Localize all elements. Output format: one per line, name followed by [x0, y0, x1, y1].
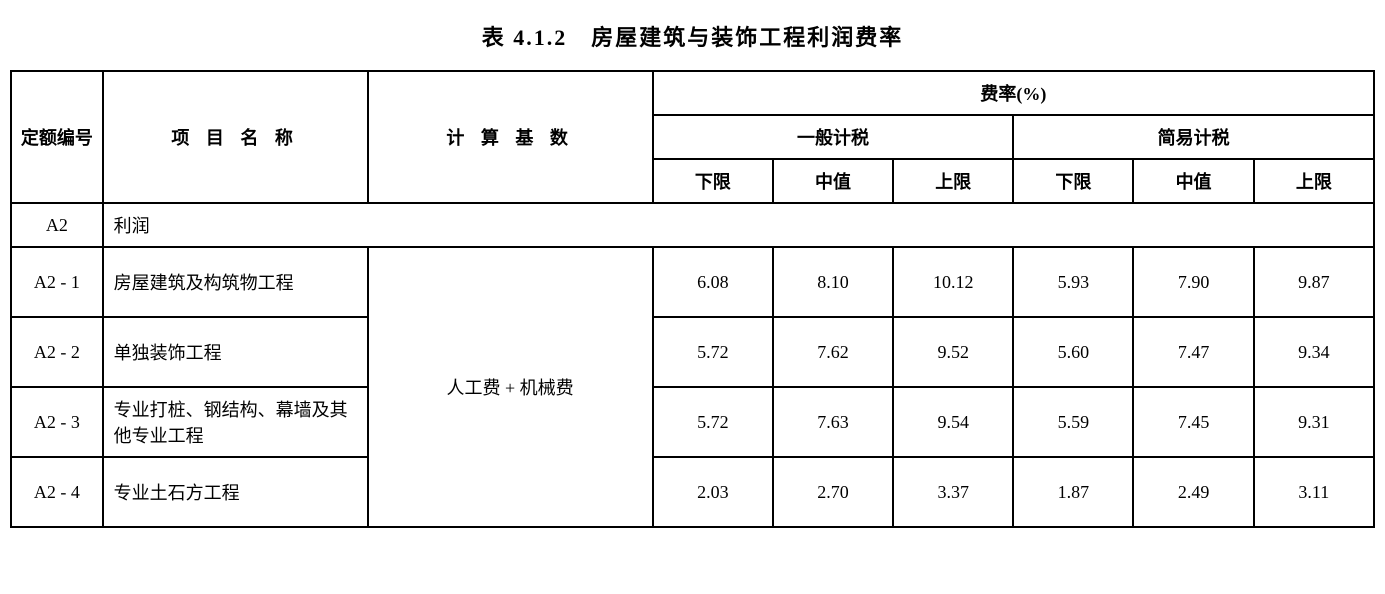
- header-middle-2: 中值: [1133, 159, 1253, 203]
- header-base: 计 算 基 数: [368, 71, 653, 203]
- cell-value: 1.87: [1013, 457, 1133, 527]
- cell-value: 7.90: [1133, 247, 1253, 317]
- row-name: 单独装饰工程: [103, 317, 368, 387]
- row-code: A2 - 2: [11, 317, 103, 387]
- row-name: 专业打桩、钢结构、幕墙及其他专业工程: [103, 387, 368, 457]
- row-name: 房屋建筑及构筑物工程: [103, 247, 368, 317]
- cell-value: 9.87: [1254, 247, 1374, 317]
- cell-value: 3.37: [893, 457, 1013, 527]
- header-upper-2: 上限: [1254, 159, 1374, 203]
- header-lower-2: 下限: [1013, 159, 1133, 203]
- cell-value: 5.72: [653, 387, 773, 457]
- rate-table: 定额编号 项 目 名 称 计 算 基 数 费率(%) 一般计税 简易计税 下限 …: [10, 70, 1375, 528]
- cell-value: 7.45: [1133, 387, 1253, 457]
- cell-value: 5.93: [1013, 247, 1133, 317]
- header-lower-1: 下限: [653, 159, 773, 203]
- cell-value: 6.08: [653, 247, 773, 317]
- header-tax-simple: 简易计税: [1013, 115, 1374, 159]
- table-row: A2 - 3 专业打桩、钢结构、幕墙及其他专业工程 5.72 7.63 9.54…: [11, 387, 1374, 457]
- cell-value: 9.31: [1254, 387, 1374, 457]
- cell-value: 8.10: [773, 247, 893, 317]
- cell-value: 9.34: [1254, 317, 1374, 387]
- cell-value: 7.47: [1133, 317, 1253, 387]
- row-name: 专业土石方工程: [103, 457, 368, 527]
- header-code: 定额编号: [11, 71, 103, 203]
- cell-value: 10.12: [893, 247, 1013, 317]
- row-code: A2 - 3: [11, 387, 103, 457]
- header-middle-1: 中值: [773, 159, 893, 203]
- header-tax-general: 一般计税: [653, 115, 1014, 159]
- cell-value: 2.49: [1133, 457, 1253, 527]
- row-code: A2 - 1: [11, 247, 103, 317]
- cell-value: 9.52: [893, 317, 1013, 387]
- cell-value: 5.72: [653, 317, 773, 387]
- cell-value: 3.11: [1254, 457, 1374, 527]
- cell-value: 9.54: [893, 387, 1013, 457]
- section-label: 利润: [103, 203, 1374, 247]
- table-title: 表 4.1.2 房屋建筑与装饰工程利润费率: [10, 20, 1375, 52]
- header-name: 项 目 名 称: [103, 71, 368, 203]
- cell-value: 5.59: [1013, 387, 1133, 457]
- row-code: A2 - 4: [11, 457, 103, 527]
- section-row: A2 利润: [11, 203, 1374, 247]
- cell-value: 2.03: [653, 457, 773, 527]
- cell-value: 7.62: [773, 317, 893, 387]
- cell-value: 7.63: [773, 387, 893, 457]
- header-rate-group: 费率(%): [653, 71, 1374, 115]
- section-code: A2: [11, 203, 103, 247]
- cell-value: 5.60: [1013, 317, 1133, 387]
- calc-base-cell: 人工费 + 机械费: [368, 247, 653, 527]
- table-row: A2 - 2 单独装饰工程 5.72 7.62 9.52 5.60 7.47 9…: [11, 317, 1374, 387]
- header-upper-1: 上限: [893, 159, 1013, 203]
- table-row: A2 - 4 专业土石方工程 2.03 2.70 3.37 1.87 2.49 …: [11, 457, 1374, 527]
- table-row: A2 - 1 房屋建筑及构筑物工程 人工费 + 机械费 6.08 8.10 10…: [11, 247, 1374, 317]
- cell-value: 2.70: [773, 457, 893, 527]
